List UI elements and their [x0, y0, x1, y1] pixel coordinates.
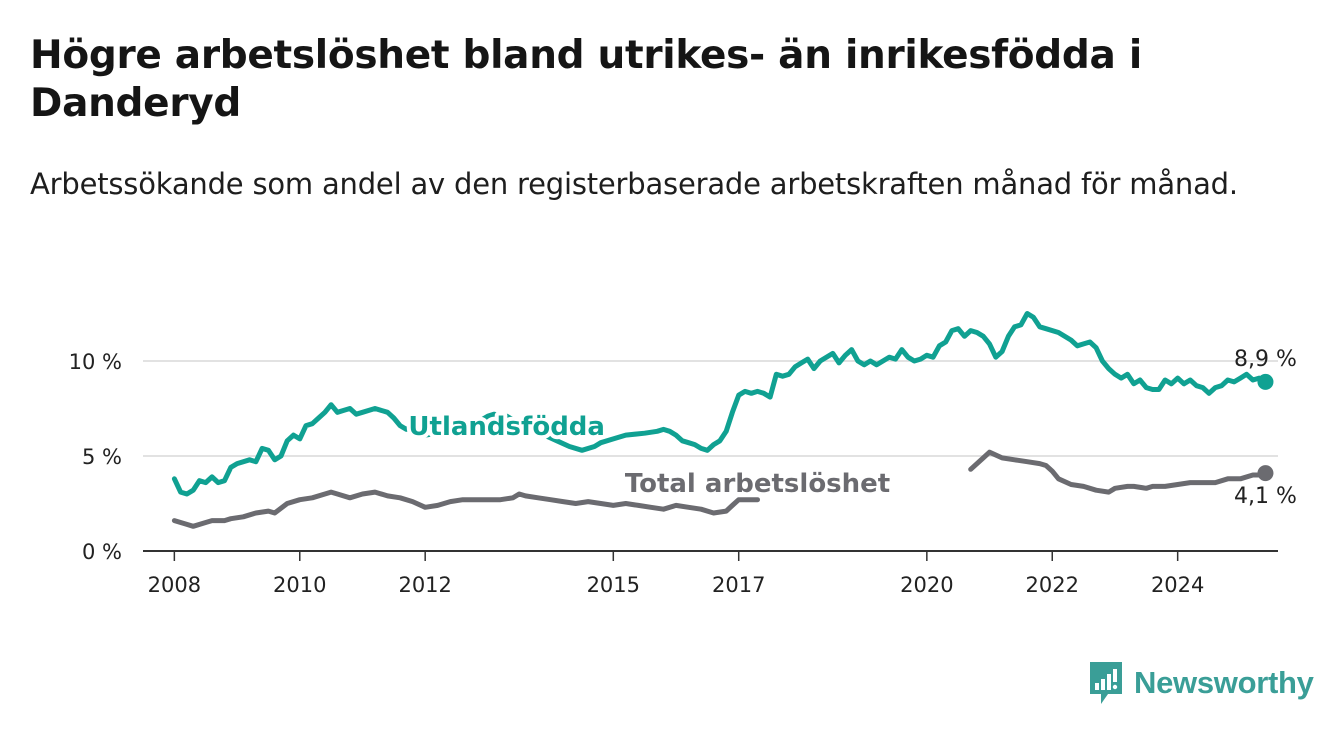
x-tick-label: 2024: [1151, 573, 1204, 597]
bar-chart-logo-icon: [1090, 662, 1122, 704]
series-line-utlandsfodda: [171, 311, 1268, 497]
series-layer: [171, 311, 1274, 529]
page-title: Högre arbetslöshet bland utrikes- än inr…: [30, 33, 1142, 126]
y-tick-label: 10 %: [69, 350, 122, 374]
series-name-label: Utlandsfödda: [408, 412, 605, 442]
series-end-label: 4,1 %: [1234, 484, 1297, 509]
series-name-label: Total arbetslöshet: [625, 469, 890, 499]
grid-layer: 0 % 5 % 10 % 2008 2010 2012 2015 2017 2020 2022 20…: [69, 350, 1278, 597]
x-tick-label: 2010: [273, 573, 326, 597]
x-tick-label: 2017: [712, 573, 765, 597]
label-layer: 8,9 % 4,1 % Utlandsfödda Total arbetslöshet: [404, 347, 1297, 509]
x-tick-label: 2012: [398, 573, 451, 597]
y-tick-label: 5 %: [82, 445, 122, 469]
series-line-total: [171, 449, 1268, 529]
x-tick-label: 2020: [900, 573, 953, 597]
series-end-label: 8,9 %: [1234, 347, 1297, 372]
x-tick-label: 2008: [148, 573, 201, 597]
chart-subtitle: Arbetssökande som andel av den registerb…: [30, 167, 1238, 201]
logo-text: Newsworthy: [1134, 665, 1314, 700]
x-tick-label: 2022: [1026, 573, 1079, 597]
series-end-marker: [1257, 465, 1274, 482]
y-tick-label: 0 %: [82, 540, 122, 564]
series-end-marker: [1257, 373, 1274, 390]
x-tick-label: 2015: [587, 573, 640, 597]
newsworthy-logo: Newsworthy: [1088, 660, 1314, 706]
